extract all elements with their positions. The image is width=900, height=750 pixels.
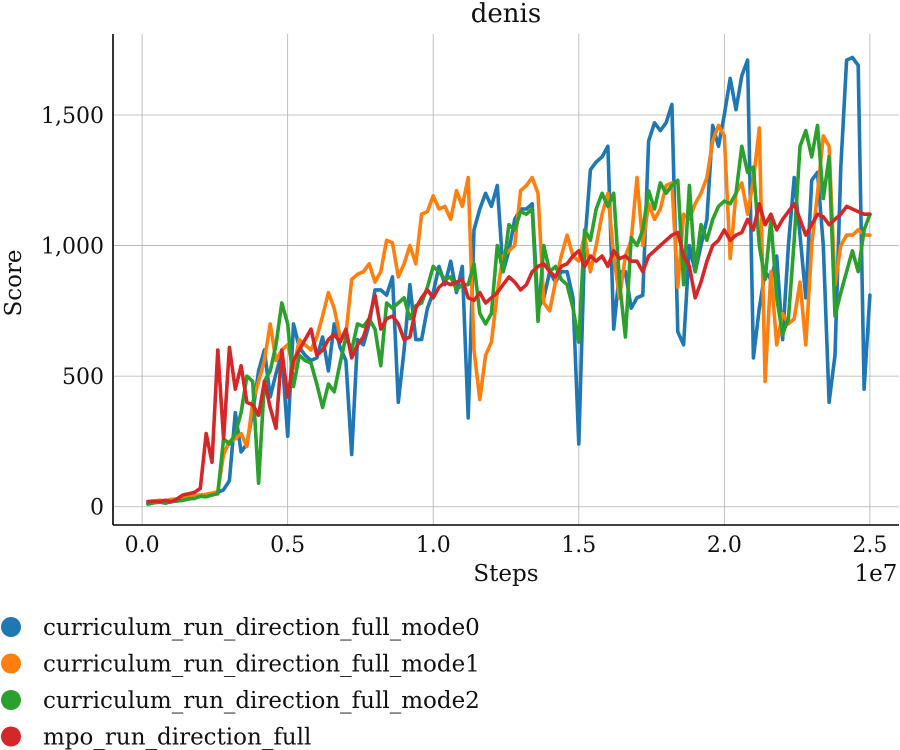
y-tick-label: 500 — [62, 365, 104, 390]
legend-label: curriculum_run_direction_full_mode1 — [43, 652, 480, 678]
legend-marker — [1, 726, 21, 747]
legend-marker — [1, 653, 21, 674]
series-line-curriculum_run_direction_full_mode2 — [146, 123, 872, 506]
x-tick-label: 2.0 — [707, 533, 742, 558]
legend-label: curriculum_run_direction_full_mode0 — [43, 615, 480, 641]
series-lines — [146, 55, 872, 506]
x-tick-label: 1.0 — [416, 533, 451, 558]
tick-labels: 0.0 0.5 1.0 1.5 2.0 2.5 0 500 1,000 1,500 — [41, 104, 887, 558]
chart-title: denis — [471, 0, 541, 29]
legend-label: curriculum_run_direction_full_mode2 — [43, 688, 480, 714]
y-axis-title: Score — [1, 249, 27, 316]
y-tick-label: 1,500 — [41, 104, 104, 129]
x-axis-title: Steps — [473, 561, 538, 587]
x-tick-label: 2.5 — [852, 533, 887, 558]
series-line-curriculum_run_direction_full_mode1 — [146, 123, 872, 505]
x-tick-label: 0.0 — [125, 533, 160, 558]
x-axis-offset-label: 1e7 — [855, 561, 898, 587]
series-line-mpo_run_direction_full — [146, 202, 872, 504]
y-tick-label: 0 — [90, 496, 104, 521]
axes — [112, 34, 899, 526]
x-tick-label: 1.5 — [561, 533, 596, 558]
legend-marker — [1, 617, 21, 637]
legend: curriculum_run_direction_full_mode0curri… — [1, 615, 480, 750]
y-tick-label: 1,000 — [41, 235, 104, 260]
legend-label: mpo_run_direction_full — [43, 725, 311, 750]
legend-marker — [1, 690, 21, 710]
x-tick-label: 0.5 — [270, 533, 305, 558]
